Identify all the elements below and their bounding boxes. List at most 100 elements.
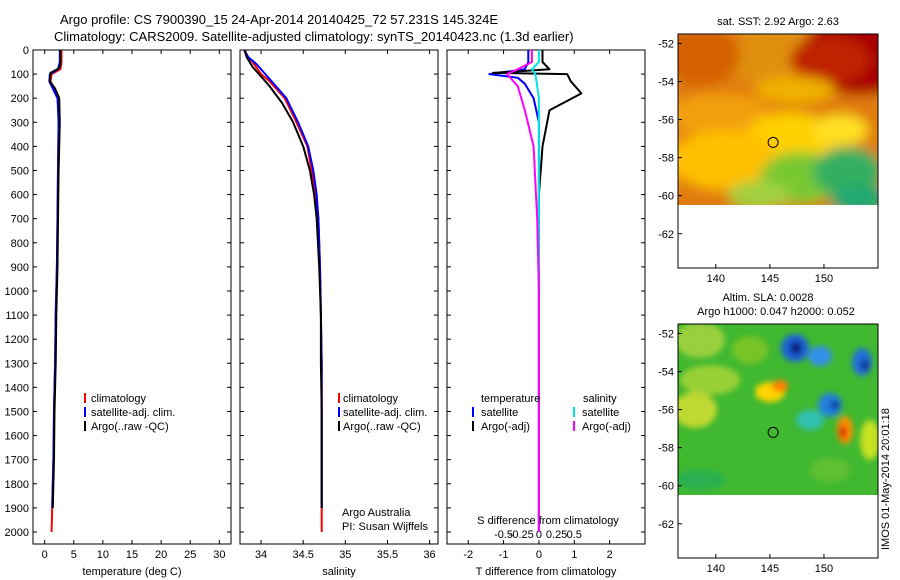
y-tick-label: 1100 <box>5 310 29 322</box>
x-tick-label: 10 <box>97 549 109 561</box>
temperature-xlabel: temperature (deg C) <box>82 566 181 578</box>
map-y-tick-label: -56 <box>658 405 674 417</box>
y-tick-label: 800 <box>11 238 29 250</box>
x-tick-label: -2 <box>463 549 473 561</box>
s-diff-tick-label: 0.5 <box>567 529 582 541</box>
legend-label-satellite-adj: satellite-adj. clim. <box>343 407 427 419</box>
s-diff-tick-label: -0.5 <box>494 529 513 541</box>
map-x-tick-label: 140 <box>707 273 725 285</box>
y-tick-label: 200 <box>11 93 29 105</box>
x-tick-label: 35.5 <box>377 549 398 561</box>
x-tick-label: 36 <box>423 549 435 561</box>
y-tick-label: 300 <box>11 117 29 129</box>
map-y-tick-label: -56 <box>658 115 674 127</box>
legend-swatch-satellite-adj <box>84 407 86 417</box>
y-tick-label: 500 <box>11 165 29 177</box>
series-line-satellite <box>488 50 540 532</box>
series-line-satellite-adj-clim- <box>243 49 323 508</box>
side-timestamp: IMOS 01-May-2014 20:01:18 <box>880 408 892 550</box>
sla-map-title-line-2: Argo h1000: 0.047 h2000: 0.052 <box>697 306 855 318</box>
legend-swatch-s-satellite <box>573 407 575 417</box>
y-tick-label: 1300 <box>5 358 29 370</box>
x-tick-label: -1 <box>499 549 509 561</box>
map-y-tick-label: -52 <box>658 329 674 341</box>
legend-swatch-argo <box>338 421 340 431</box>
y-tick-label: 1500 <box>5 406 29 418</box>
sla-heatmap <box>678 324 878 495</box>
axes-layer: 0100200300400500600700800900100011001200… <box>5 45 645 561</box>
x-tick-label: 2 <box>607 549 613 561</box>
y-tick-label: 1900 <box>5 503 29 515</box>
y-tick-label: 600 <box>11 190 29 202</box>
legend-label-argo: Argo(..raw -QC) <box>91 421 169 433</box>
x-tick-label: 15 <box>126 549 138 561</box>
map-x-tick-label: 145 <box>761 563 779 575</box>
s-diff-tick-label: -0.25 <box>509 529 534 541</box>
argo-location-marker <box>767 136 779 148</box>
difference-panel-frame <box>446 49 646 545</box>
x-tick-label: 0 <box>536 549 542 561</box>
legend-swatch-t-satellite <box>472 407 474 417</box>
map-x-tick-label: 150 <box>815 563 833 575</box>
header-line-1: Argo profile: CS 7900390_15 24-Apr-2014 … <box>60 12 498 27</box>
x-tick-label: 34.5 <box>292 549 313 561</box>
difference-xlabel-top: S difference from climatology <box>477 515 619 527</box>
map-x-tick-label: 145 <box>761 273 779 285</box>
y-tick-label: 1800 <box>5 479 29 491</box>
legend-label-s-satellite: satellite <box>582 407 619 419</box>
x-tick-label: 1 <box>571 549 577 561</box>
map-y-tick-label: -54 <box>658 77 674 89</box>
map-y-tick-label: -58 <box>658 443 674 455</box>
x-tick-label: 20 <box>155 549 167 561</box>
legend-label-argo: Argo(..raw -QC) <box>343 421 421 433</box>
y-tick-label: 100 <box>11 69 29 81</box>
sst-map-axes: 140 145 150 -52 -54 -56 -58 -60 -62 <box>658 39 833 285</box>
temperature-legend: climatology satellite-adj. clim. Argo(..… <box>84 393 175 433</box>
x-tick-label: 25 <box>184 549 196 561</box>
legend-label-s-argo: Argo(-adj) <box>582 421 631 433</box>
map-y-tick-label: -54 <box>658 367 674 379</box>
y-tick-label: 1000 <box>5 286 29 298</box>
legend-label-satellite-adj: satellite-adj. clim. <box>91 407 175 419</box>
x-tick-label: 34 <box>255 549 267 561</box>
series-layer <box>48 49 583 533</box>
legend-swatch-satellite-adj <box>338 407 340 417</box>
y-tick-label: 400 <box>11 141 29 153</box>
series-line-argo-raw-qc- <box>244 49 323 508</box>
attribution-line-1: Argo Australia <box>342 507 411 519</box>
map-y-tick-label: -60 <box>658 191 674 203</box>
series-line-argo-adj- <box>492 50 583 532</box>
x-tick-label: 0 <box>42 549 48 561</box>
map-y-tick-label: -62 <box>658 519 674 531</box>
series-line-argo-adj- <box>506 50 540 532</box>
x-tick-label: 35 <box>339 549 351 561</box>
y-tick-label: 1200 <box>5 334 29 346</box>
map-y-tick-label: -60 <box>658 481 674 493</box>
y-tick-label: 1600 <box>5 431 29 443</box>
argo-location-marker <box>767 426 779 438</box>
y-tick-label: 2000 <box>5 527 29 539</box>
x-tick-label: 5 <box>71 549 77 561</box>
sla-map-title-line-1: Altim. SLA: 0.0028 <box>722 292 813 304</box>
legend-swatch-t-argo <box>472 421 474 431</box>
series-line-satellite <box>530 50 540 532</box>
sst-map-frame <box>677 33 879 269</box>
map-x-tick-label: 140 <box>707 563 725 575</box>
difference-legend: temperature satellite Argo(-adj) salinit… <box>472 393 631 433</box>
y-tick-label: 900 <box>11 262 29 274</box>
salinity-xlabel: salinity <box>322 566 356 578</box>
map-y-tick-label: -52 <box>658 39 674 51</box>
legend-label-t-argo: Argo(-adj) <box>481 421 530 433</box>
legend-label-climatology: climatology <box>91 393 147 405</box>
legend-swatch-argo <box>84 421 86 431</box>
map-y-tick-label: -62 <box>658 229 674 241</box>
s-diff-tick-label: 0.25 <box>546 529 567 541</box>
sst-map-title: sat. SST: 2.92 Argo: 2.63 <box>717 16 839 28</box>
salinity-panel-frame <box>239 49 439 545</box>
salinity-legend: climatology satellite-adj. clim. Argo(..… <box>338 393 427 433</box>
y-tick-label: 0 <box>23 45 29 57</box>
y-tick-label: 1700 <box>5 455 29 467</box>
attribution-line-2: PI: Susan Wijffels <box>342 521 428 533</box>
legend-swatch-s-argo <box>573 421 575 431</box>
